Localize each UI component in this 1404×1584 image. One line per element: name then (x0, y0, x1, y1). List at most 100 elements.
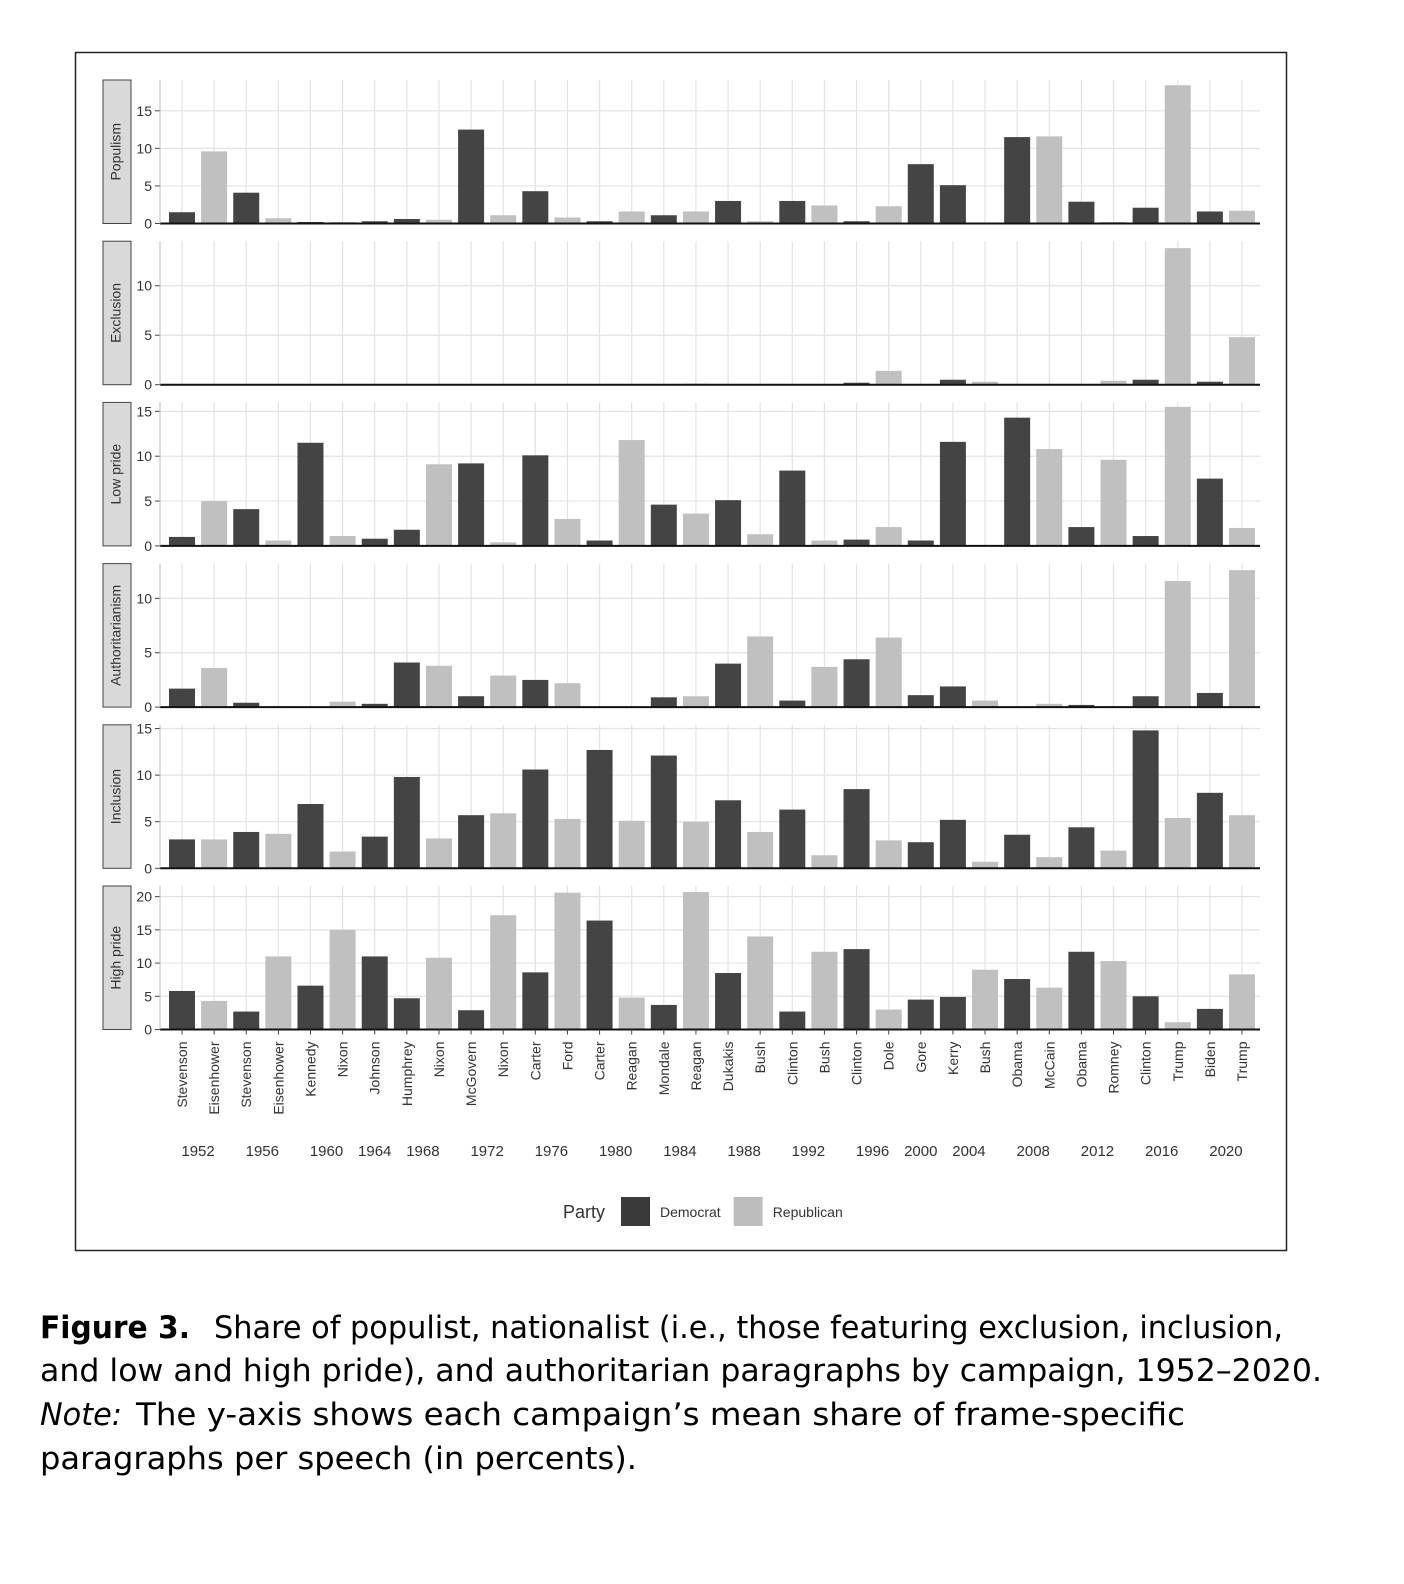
x-group-label: 1956 (246, 1143, 279, 1160)
bar (1229, 337, 1255, 385)
bar (907, 695, 934, 708)
x-tick-label: Romney (1106, 1042, 1122, 1094)
bar (201, 151, 228, 224)
bar (393, 662, 420, 708)
legend-swatch (621, 1197, 650, 1226)
bar (586, 540, 613, 546)
bar (811, 666, 838, 708)
x-tick-label: Eisenhower (270, 1041, 286, 1114)
bar (458, 696, 485, 708)
bar (1004, 979, 1031, 1030)
bar (650, 755, 677, 869)
y-tick-label: 10 (136, 955, 152, 971)
bar (490, 915, 517, 1030)
bar (554, 683, 581, 708)
bar (490, 813, 517, 869)
x-tick-label: Trump (1234, 1041, 1250, 1081)
bar (1068, 527, 1095, 546)
bar (1004, 417, 1031, 546)
x-group-label: 2000 (904, 1143, 937, 1160)
bar (1100, 459, 1127, 546)
bar (715, 800, 742, 869)
y-tick-label: 15 (136, 721, 152, 737)
facet-strip (102, 240, 132, 386)
x-group-label: 1996 (856, 1143, 889, 1160)
x-tick-label: Eisenhower (206, 1041, 222, 1114)
x-tick-label: Bush (816, 1042, 832, 1074)
bar (393, 529, 420, 546)
x-tick-label: Trump (1170, 1041, 1186, 1081)
note-label: Note: (40, 1397, 122, 1433)
bar (1004, 137, 1031, 224)
bar (875, 637, 902, 708)
x-tick-label: Kerry (945, 1042, 961, 1075)
facet-label: Exclusion (108, 283, 124, 343)
facet-label: Inclusion (108, 769, 124, 824)
bar (329, 851, 356, 869)
bar (972, 969, 999, 1030)
y-tick-label: 5 (144, 327, 152, 343)
bar (650, 504, 677, 546)
bar (1036, 703, 1063, 708)
caption-line: and low and high pride), and authoritari… (40, 1353, 1322, 1389)
bar (1164, 85, 1191, 224)
y-tick-label: 0 (144, 377, 152, 393)
x-tick-label: Bush (977, 1042, 993, 1074)
bar (554, 518, 581, 546)
bar (779, 809, 806, 869)
x-tick-label: Dole (881, 1041, 897, 1070)
bar (1036, 857, 1063, 869)
bar (201, 839, 228, 869)
facet-strip (102, 724, 132, 869)
bar (265, 956, 292, 1030)
y-tick-label: 0 (144, 860, 152, 876)
chart: 0 5 10 15 Populism 0 5 10 Exclusion 0 5 10 15 Low pri… (102, 79, 1260, 1226)
bar (1196, 1008, 1223, 1030)
bar (554, 217, 581, 224)
y-tick-label: 20 (136, 889, 152, 905)
x-tick-label: Nixon (495, 1042, 511, 1078)
bar (875, 370, 902, 385)
x-tick-label: Nixon (335, 1042, 351, 1078)
bar (907, 540, 934, 546)
x-tick-label: Carter (592, 1041, 608, 1080)
bar (907, 999, 934, 1030)
bar (618, 820, 645, 869)
x-tick-label: Carter (527, 1041, 543, 1080)
bar (297, 804, 324, 869)
bar (329, 536, 356, 546)
bar (843, 659, 870, 708)
bar (1196, 478, 1223, 546)
bar (1004, 834, 1031, 869)
bar (1100, 850, 1127, 869)
y-tick-label: 15 (136, 922, 152, 938)
facet-strip (102, 79, 132, 224)
x-group-label: 1964 (358, 1143, 391, 1160)
bar (1132, 379, 1159, 385)
bar (265, 218, 292, 224)
bar (458, 463, 485, 546)
x-tick-label: Dukakis (720, 1042, 736, 1092)
bar (1196, 792, 1223, 869)
y-tick-label: 0 (144, 699, 152, 715)
y-tick-label: 0 (144, 538, 152, 554)
x-tick-label: Obama (1073, 1041, 1089, 1087)
bar (1229, 527, 1255, 546)
bar (618, 440, 645, 546)
y-tick-label: 10 (136, 590, 152, 606)
bar (1132, 536, 1159, 546)
bar (522, 679, 549, 708)
bar (1100, 961, 1127, 1030)
x-tick-label: McGovern (463, 1042, 479, 1107)
bar (458, 815, 485, 869)
bar (490, 542, 517, 546)
x-tick-label: Mondale (656, 1041, 672, 1095)
caption-label: Figure 3. (40, 1310, 190, 1346)
bar (875, 1009, 902, 1030)
x-group-label: 1976 (535, 1143, 568, 1160)
bar (779, 700, 806, 708)
x-tick-label: Gore (913, 1041, 929, 1072)
x-group-label: 1980 (599, 1143, 632, 1160)
bar (1132, 207, 1159, 224)
bar (907, 842, 934, 869)
